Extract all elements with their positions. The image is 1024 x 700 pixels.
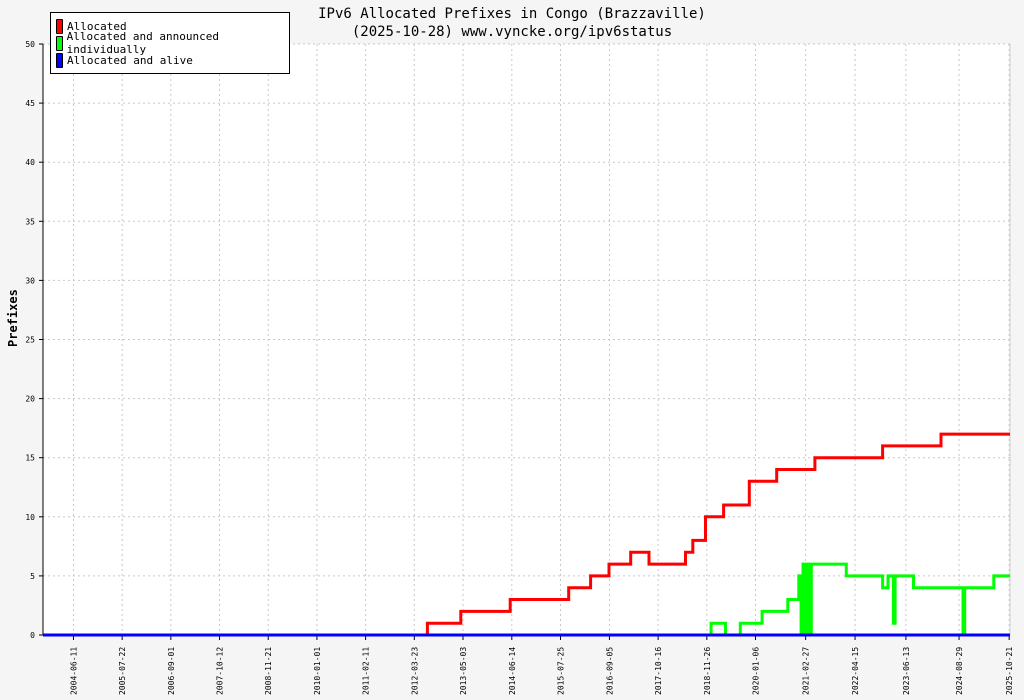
y-tick-label: 50 [25,40,35,49]
legend-label-alive: Allocated and alive [67,53,193,67]
y-tick-label: 15 [25,454,35,463]
x-tick-label: 2006-09-01 [167,647,176,695]
x-tick-label: 2013-05-03 [459,647,468,695]
x-tick-label: 2004-06-11 [69,647,78,695]
legend-swatch-alive [56,52,63,68]
y-tick-label: 40 [25,158,35,167]
x-tick-label: 2007-10-12 [216,647,225,695]
x-tick-label: 2016-09-05 [605,647,614,695]
x-tick-label: 2014-06-14 [508,647,517,695]
x-tick-label: 2008-11-21 [264,647,273,695]
y-tick-label: 0 [30,631,35,640]
y-tick-label: 5 [30,572,35,581]
x-tick-label: 2011-02-11 [362,647,371,695]
series-line-announced [43,562,1010,637]
legend-item-allocated: Allocated [56,18,127,34]
x-tick-label: 2020-01-06 [752,647,761,695]
x-tick-label: 2018-11-26 [703,647,712,695]
y-tick-label: 20 [25,395,35,404]
y-tick-label: 10 [25,513,35,522]
y-axis-label: Prefixes [6,289,20,347]
x-tick-label: 2010-01-01 [313,647,322,695]
legend-swatch-allocated [56,18,63,34]
legend: Allocated Allocated and announced indivi… [50,12,290,74]
x-tick-label: 2021-02-27 [802,647,811,695]
legend-item-announced: Allocated and announced individually [56,30,289,56]
x-tick-label: 2023-06-13 [902,647,911,695]
x-tick-label: 2012-03-23 [410,647,419,695]
x-tick-label: 2025-10-21 [1005,647,1014,695]
legend-label-announced: Allocated and announced individually [66,30,219,56]
x-tick-label: 2024-08-29 [955,647,964,695]
legend-item-alive: Allocated and alive [56,52,193,68]
legend-label-allocated: Allocated [67,19,127,33]
series-line-allocated [43,432,1010,637]
y-tick-label: 45 [25,99,35,108]
legend-swatch-announced [56,35,63,51]
x-tick-label: 2022-04-15 [851,647,860,695]
y-tick-label: 25 [25,336,35,345]
y-tick-label: 35 [25,217,35,226]
chart-title: IPv6 Allocated Prefixes in Congo (Brazza… [318,6,706,22]
x-tick-label: 2017-10-16 [654,647,663,695]
chart-subtitle: (2025-10-28) www.vyncke.org/ipv6status [351,24,673,40]
x-tick-label: 2015-07-25 [557,647,566,695]
x-tick-label: 2005-07-22 [118,647,127,695]
y-tick-label: 30 [25,276,35,285]
